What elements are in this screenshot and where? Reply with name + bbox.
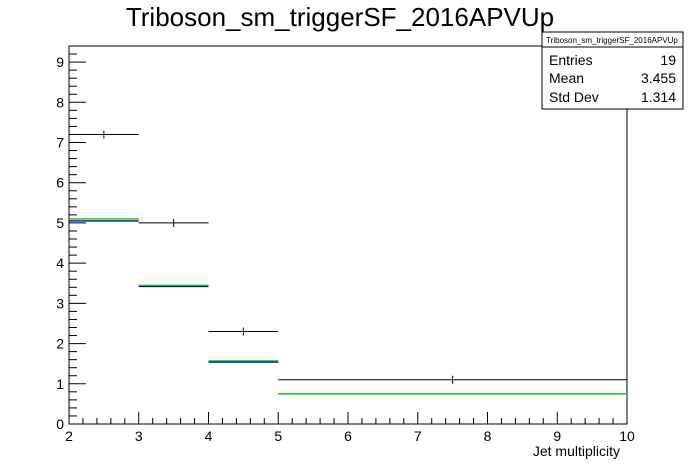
x-tick-label: 2 (65, 428, 73, 444)
x-tick-label: 9 (553, 428, 561, 444)
series-layer (69, 130, 627, 395)
y-tick-label: 7 (56, 135, 64, 151)
x-tick-label: 10 (619, 428, 635, 444)
data-point (208, 327, 279, 336)
x-tick-label: 8 (484, 428, 492, 444)
x-tick-label: 4 (205, 428, 213, 444)
stat-entries-label: Entries (549, 52, 593, 68)
stat-mean-value: 3.455 (641, 70, 676, 86)
data-point (69, 130, 139, 139)
y-tick-label: 6 (56, 175, 64, 191)
stat-mean-label: Mean (549, 70, 584, 86)
data-point (138, 218, 209, 227)
y-tick-label: 8 (56, 94, 64, 110)
x-tick-label: 5 (274, 428, 282, 444)
stat-entries-value: 19 (660, 52, 676, 68)
y-tick-label: 0 (56, 416, 64, 432)
y-tick-label: 9 (56, 54, 64, 70)
chart-title: Triboson_sm_triggerSF_2016APVUp (126, 2, 554, 32)
y-tick-label: 2 (56, 336, 64, 352)
y-tick-label: 5 (56, 215, 64, 231)
y-axis: 0 1 2 3 4 5 6 7 8 9 (56, 45, 86, 432)
y-tick-label: 4 (56, 255, 64, 271)
x-tick-label: 6 (344, 428, 352, 444)
x-tick-label: 7 (414, 428, 422, 444)
x-tick-label: 3 (135, 428, 143, 444)
stat-stddev-label: Std Dev (549, 89, 599, 105)
x-axis-label: Jet multiplicity (533, 443, 620, 459)
stat-stddev-value: 1.314 (641, 89, 676, 105)
x-axis: 2 3 4 5 6 7 8 9 10 (65, 412, 635, 444)
stats-box: Triboson_sm_triggerSF_2016APVUp Entries … (541, 31, 684, 110)
data-point (278, 375, 627, 384)
y-tick-label: 1 (56, 376, 64, 392)
stats-box-frame (541, 31, 684, 110)
stats-box-title: Triboson_sm_triggerSF_2016APVUp (546, 36, 678, 45)
y-tick-label: 3 (56, 295, 64, 311)
